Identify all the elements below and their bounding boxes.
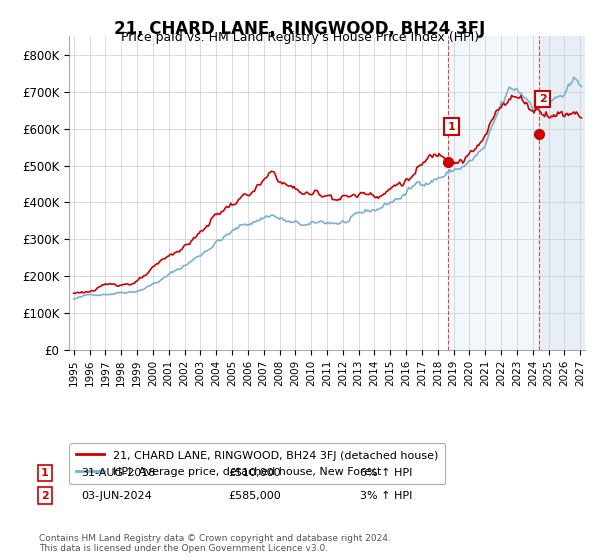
Text: 1: 1	[41, 468, 49, 478]
Text: 1: 1	[448, 122, 455, 132]
Legend: 21, CHARD LANE, RINGWOOD, BH24 3FJ (detached house), HPI: Average price, detache: 21, CHARD LANE, RINGWOOD, BH24 3FJ (deta…	[70, 444, 445, 484]
Text: £510,000: £510,000	[228, 468, 281, 478]
Text: 31-AUG-2018: 31-AUG-2018	[81, 468, 155, 478]
Text: Price paid vs. HM Land Registry's House Price Index (HPI): Price paid vs. HM Land Registry's House …	[121, 31, 479, 44]
Bar	[541, 36, 593, 350]
Text: 3% ↑ HPI: 3% ↑ HPI	[360, 491, 412, 501]
Bar	[448, 36, 541, 350]
Text: Contains HM Land Registry data © Crown copyright and database right 2024.
This d: Contains HM Land Registry data © Crown c…	[39, 534, 391, 553]
Text: 21, CHARD LANE, RINGWOOD, BH24 3FJ: 21, CHARD LANE, RINGWOOD, BH24 3FJ	[115, 20, 485, 38]
Text: 03-JUN-2024: 03-JUN-2024	[81, 491, 152, 501]
Text: 2: 2	[41, 491, 49, 501]
Text: 2: 2	[539, 94, 547, 104]
Text: 6% ↑ HPI: 6% ↑ HPI	[360, 468, 412, 478]
Bar	[541, 36, 593, 350]
Text: £585,000: £585,000	[228, 491, 281, 501]
